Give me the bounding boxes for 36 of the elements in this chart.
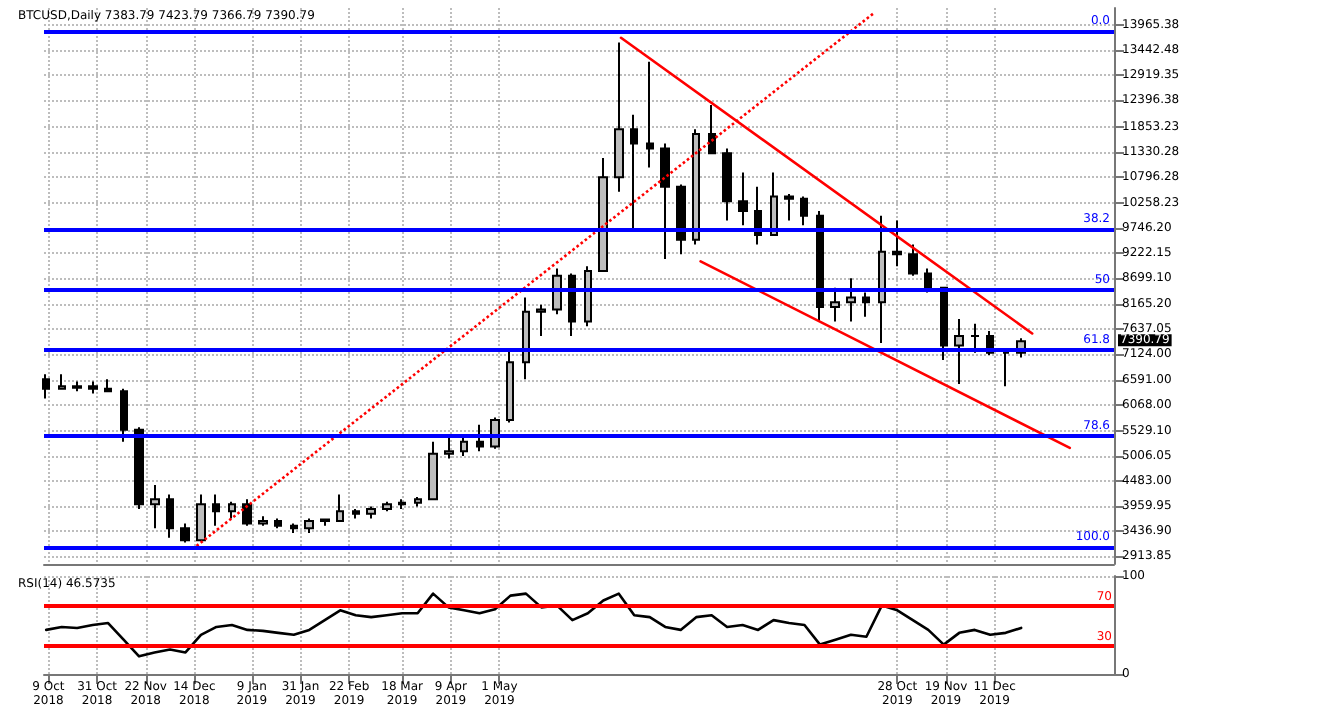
candlestick — [352, 507, 360, 520]
candlestick — [722, 147, 732, 222]
candlestick — [104, 378, 112, 393]
candlestick — [630, 113, 638, 232]
candlestick — [212, 493, 220, 527]
candlestick — [568, 272, 576, 337]
candlestick — [708, 104, 716, 155]
candlestick — [88, 380, 98, 395]
candlestick — [320, 517, 330, 527]
candlestick — [862, 291, 870, 318]
candlestick — [784, 193, 794, 222]
candlestick — [908, 243, 918, 277]
candlestick — [800, 195, 808, 227]
candlestick — [660, 142, 670, 260]
candlestick — [290, 522, 298, 534]
candlestick — [924, 267, 932, 294]
candlestick — [42, 373, 50, 400]
candlestick — [816, 209, 824, 323]
candlestick — [460, 435, 468, 458]
candlestick — [166, 493, 174, 539]
candlestick — [476, 423, 484, 453]
candlestick — [970, 322, 980, 354]
candlestick — [676, 183, 686, 256]
candlestick — [892, 219, 902, 268]
candlestick — [134, 426, 144, 510]
candlestick — [274, 517, 282, 530]
line-series — [44, 592, 1023, 658]
candlestick — [258, 515, 268, 527]
candlestick — [242, 498, 252, 527]
candlestick — [738, 171, 748, 227]
candlestick — [180, 522, 190, 544]
candlestick — [72, 380, 82, 393]
candlestick — [1002, 349, 1010, 388]
candlestick — [940, 286, 948, 361]
candlestick — [646, 60, 654, 169]
candlestick — [120, 387, 128, 443]
